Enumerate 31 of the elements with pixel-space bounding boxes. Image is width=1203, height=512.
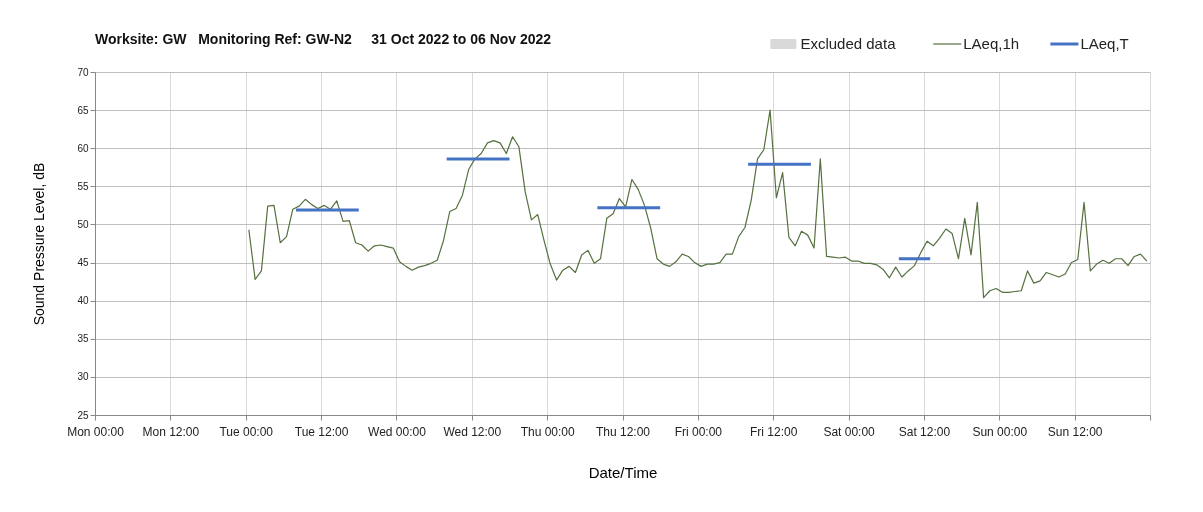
y-tick-label: 25 — [77, 409, 89, 421]
legend-label: Excluded data — [800, 35, 897, 52]
x-tick-label: Thu 00:00 — [520, 424, 575, 439]
x-tick-label: Sat 00:00 — [823, 424, 876, 439]
x-tick-label: Fri 00:00 — [674, 424, 723, 439]
x-tick-label: Tue 12:00 — [294, 424, 349, 439]
x-tick-label: Sat 12:00 — [898, 424, 951, 439]
x-tick-label: Tue 00:00 — [219, 424, 274, 439]
y-tick-label: 70 — [77, 66, 89, 78]
x-axis-title: Date/Time — [588, 463, 658, 481]
y-axis-title: Sound Pressure Level, dB — [31, 162, 48, 326]
x-tick-label: Wed 12:00 — [443, 424, 502, 439]
y-tick-label: 40 — [77, 295, 89, 307]
x-tick-label: Sun 00:00 — [972, 424, 1028, 439]
y-tick-label: 55 — [77, 180, 89, 192]
chart-title: Worksite: GW Monitoring Ref: GW-N2 31 Oct 2022 to 06 Nov 2022 — [95, 31, 552, 47]
y-tick-label: 30 — [77, 371, 89, 383]
x-tick-label: Wed 00:00 — [368, 424, 427, 439]
y-tick-label: 45 — [77, 257, 89, 269]
line-series — [248, 109, 1148, 299]
y-tick-label: 50 — [77, 218, 89, 230]
y-tick-label: 35 — [77, 333, 89, 345]
legend-label: LAeq,1h — [963, 35, 1020, 52]
x-tick-label: Sun 12:00 — [1047, 424, 1103, 439]
x-tick-label: Mon 12:00 — [142, 424, 200, 439]
x-tick-label: Mon 00:00 — [67, 424, 125, 439]
x-tick-label: Fri 12:00 — [750, 424, 798, 439]
y-tick-label: 65 — [77, 104, 89, 116]
y-tick-label: 60 — [77, 142, 89, 154]
x-tick-label: Thu 12:00 — [595, 424, 651, 439]
legend-label: LAeq,T — [1080, 35, 1129, 52]
